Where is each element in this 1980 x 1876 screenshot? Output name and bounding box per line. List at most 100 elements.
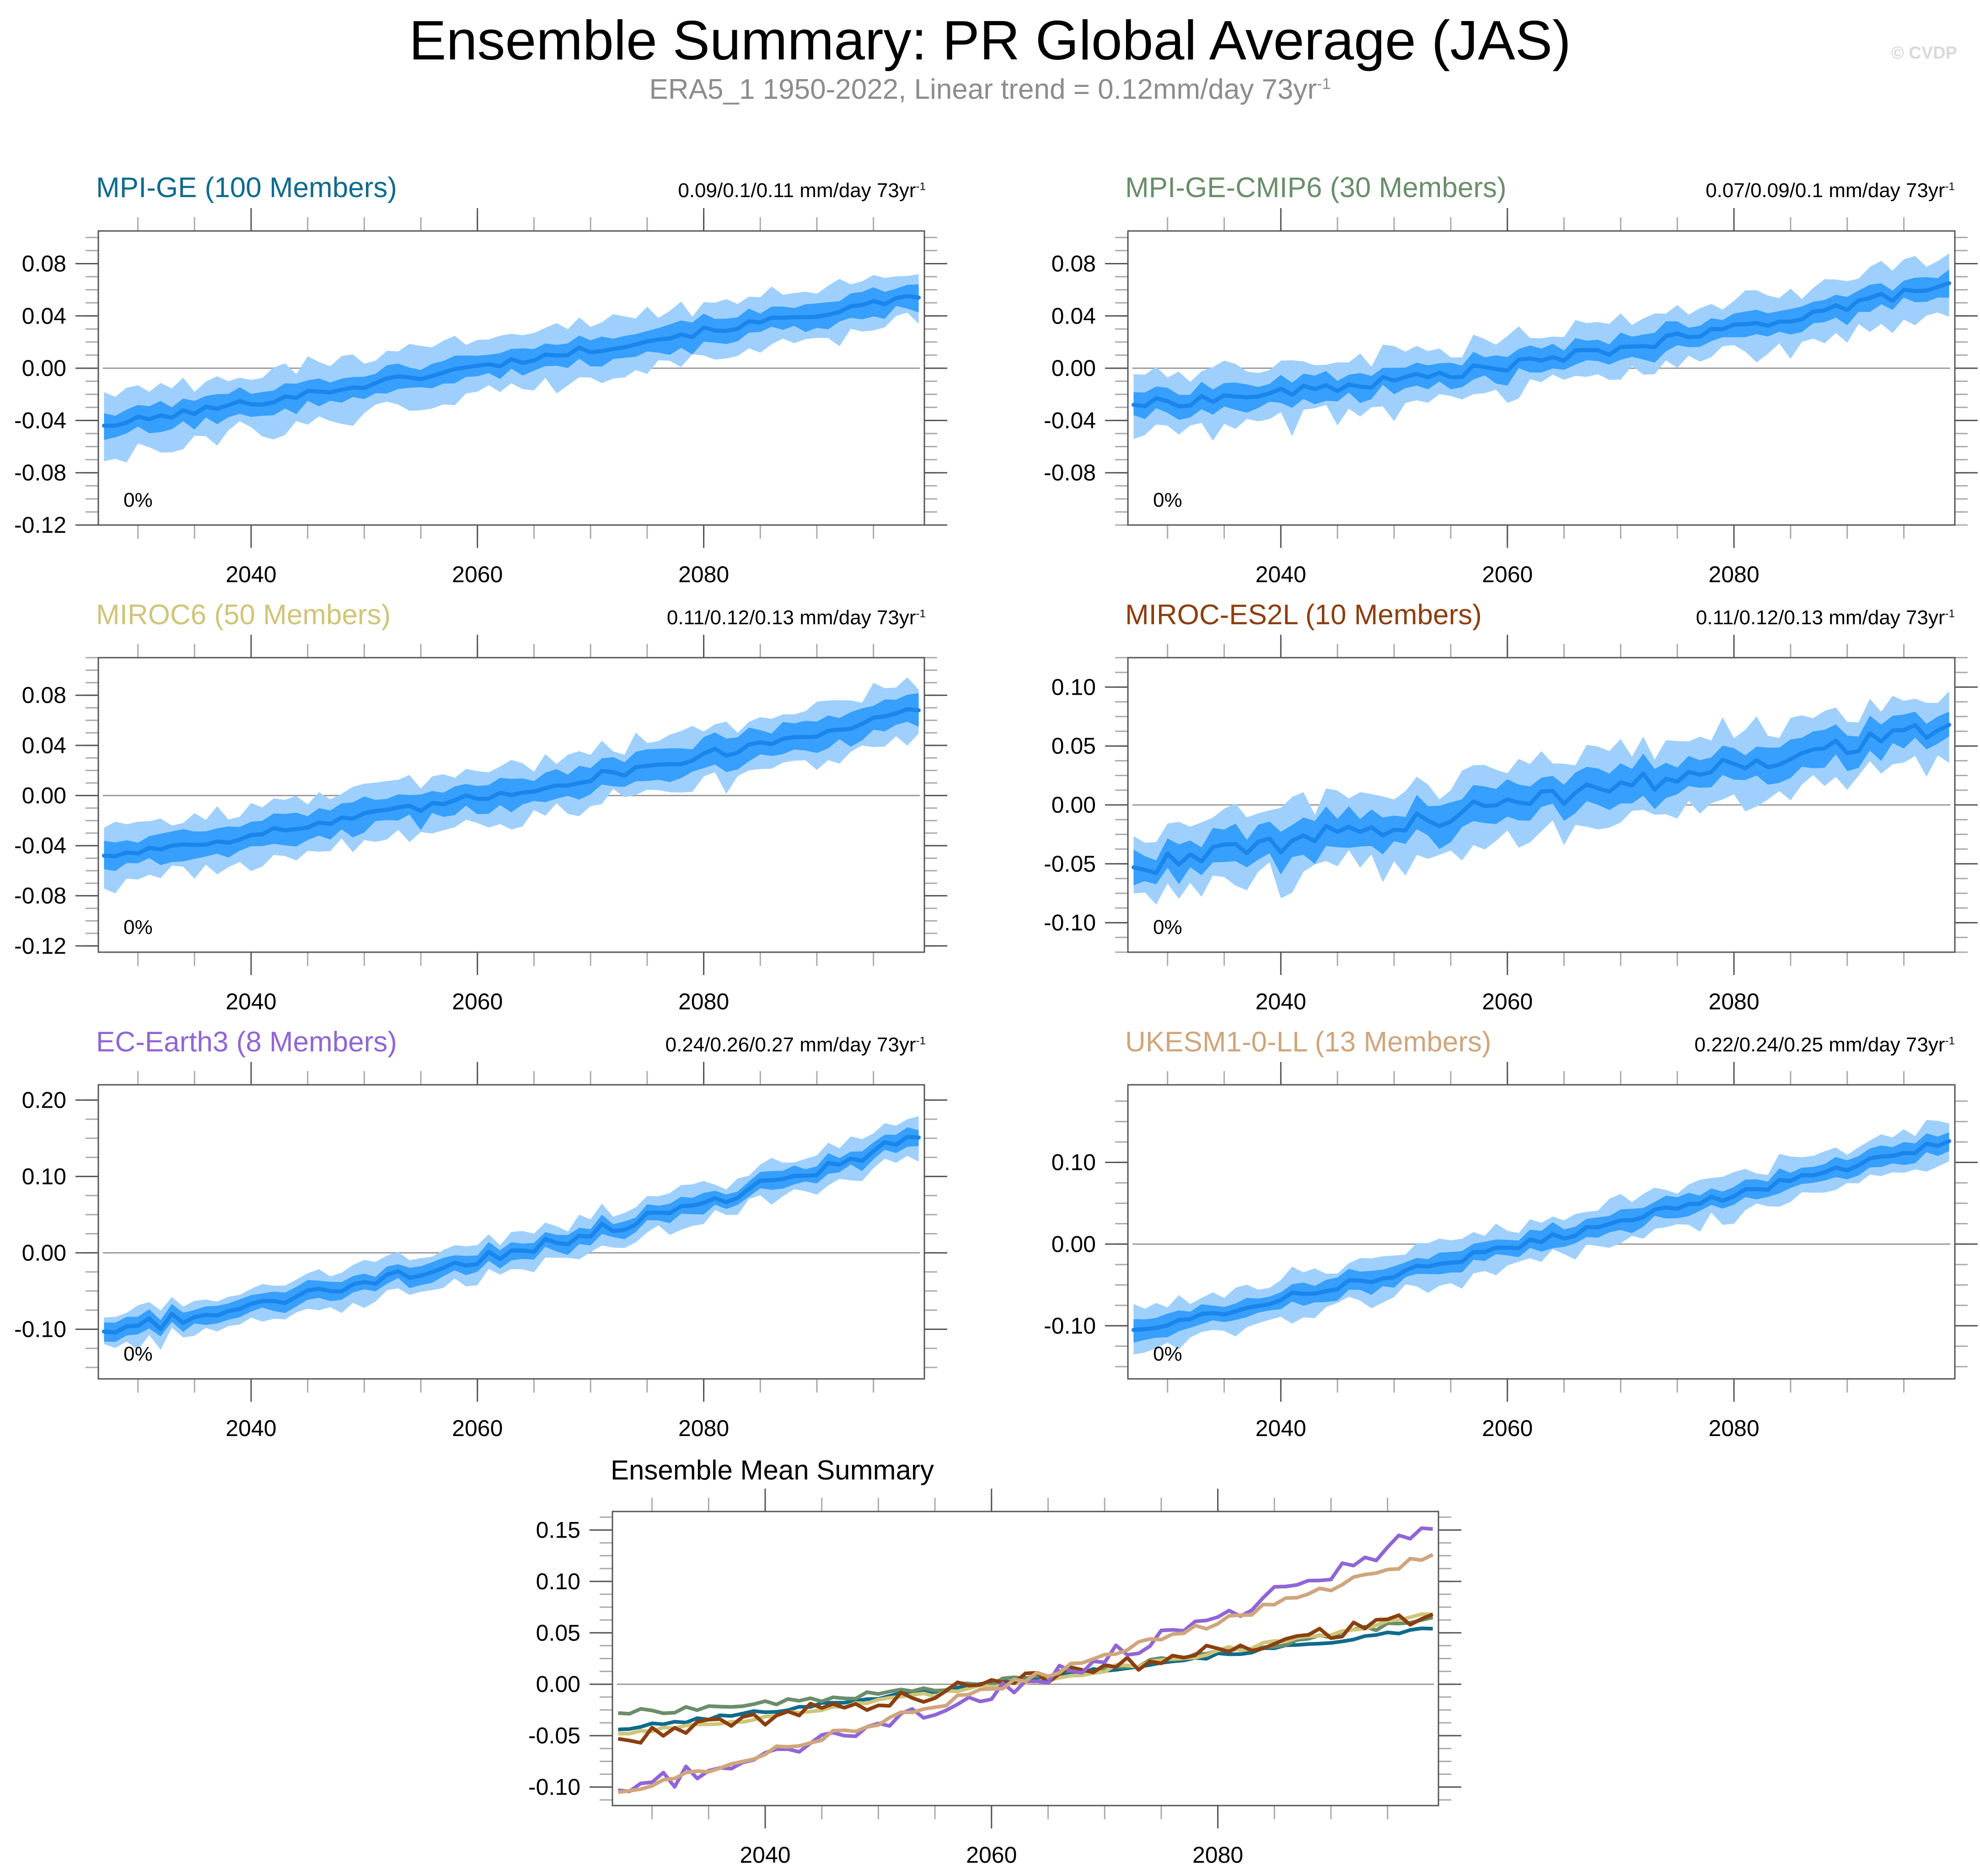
trend-superscript: -1: [1945, 1034, 1955, 1047]
plot-frame: [97, 1084, 925, 1380]
ensemble-mean-line: [102, 1135, 921, 1335]
y-tick-label: 0.15: [536, 1517, 580, 1543]
y-tick-label: -0.08: [14, 460, 66, 486]
percent-label: 0%: [1153, 916, 1182, 938]
percent-label: 0%: [1153, 1343, 1182, 1365]
plot-frame: [97, 230, 925, 526]
y-tick-label: 0.04: [22, 303, 66, 329]
y-tick-label: 0.08: [22, 682, 66, 708]
y-tick-label: 0.05: [1052, 733, 1096, 759]
x-tick-label: 2080: [678, 1415, 729, 1441]
x-tick-label: 2040: [1256, 989, 1306, 1014]
subtitle-text: ERA5_1 1950-2022, Linear trend = 0.12mm/…: [649, 74, 1317, 105]
y-tick-label: 0.10: [22, 1163, 66, 1189]
y-tick-label: 0.05: [536, 1620, 580, 1646]
x-tick-label: 2060: [1482, 989, 1533, 1014]
ensemble-mean-line: [1131, 281, 1952, 409]
page-subtitle: ERA5_1 1950-2022, Linear trend = 0.12mm/…: [0, 73, 1980, 106]
x-tick-label: 2060: [1482, 1415, 1533, 1441]
x-tick-label: 2040: [225, 989, 276, 1014]
y-tick-label: -0.10: [528, 1774, 580, 1800]
series-line-ec-earth3: [617, 1526, 1433, 1794]
y-tick-label: 0.20: [22, 1087, 66, 1113]
panel-miroc6: -0.12 -0.08 -0.04 0.00 0.04 0.08 2040 2060 2080 0…: [14, 635, 947, 1014]
panel-title-ukesm1-0-ll: UKESM1-0-LL (13 Members): [1125, 1026, 1492, 1058]
trend-label-miroc6: 0.11/0.12/0.13 mm/day 73yr-1: [667, 606, 926, 629]
y-tick-label: -0.10: [1044, 910, 1096, 936]
trend-superscript: -1: [916, 180, 926, 193]
panel-title-ec-earth3: EC-Earth3 (8 Members): [96, 1026, 397, 1058]
y-tick-label: 0.10: [1052, 674, 1096, 700]
x-tick-label: 2060: [1482, 562, 1533, 587]
x-tick-label: 2040: [1256, 562, 1306, 587]
trend-label-mpi-ge: 0.09/0.1/0.11 mm/day 73yr-1: [678, 179, 926, 202]
trend-superscript: -1: [916, 1034, 926, 1047]
y-tick-label: -0.10: [14, 1316, 66, 1342]
panel-title-mpi-ge-cmip6: MPI-GE-CMIP6 (30 Members): [1125, 172, 1507, 204]
cvdp-watermark: © CVDP: [1891, 43, 1957, 63]
y-tick-label: 0.04: [22, 733, 66, 758]
y-tick-label: 0.10: [536, 1569, 580, 1594]
panel-mpi-ge-cmip6: -0.08 -0.04 0.00 0.04 0.08 2040 2060 2080 0%: [1044, 208, 1978, 587]
panel-mpi-ge: -0.12 -0.08 -0.04 0.00 0.04 0.08 2040 2060 2080 0…: [14, 208, 947, 587]
summary-title: Ensemble Mean Summary: [611, 1455, 934, 1485]
trend-superscript: -1: [1945, 180, 1955, 193]
y-tick-label: -0.05: [1044, 851, 1096, 877]
inner-spread-band: [1133, 269, 1949, 420]
y-tick-label: 0.00: [22, 783, 66, 808]
panel-ukesm1-0-ll: -0.10 0.00 0.10 2040 2060 2080 0%: [1044, 1062, 1978, 1441]
y-tick-label: -0.08: [14, 883, 66, 909]
trend-label-ec-earth3: 0.24/0.26/0.27 mm/day 73yr-1: [665, 1034, 926, 1056]
series-line-ukesm1-0-ll: [617, 1553, 1434, 1794]
x-tick-label: 2080: [678, 989, 729, 1014]
percent-label: 0%: [123, 489, 153, 511]
ensemble-mean-line: [1131, 1139, 1952, 1332]
trend-label-ukesm1-0-ll: 0.22/0.24/0.25 mm/day 73yr-1: [1695, 1034, 1955, 1056]
inner-spread-band: [104, 1127, 919, 1342]
ensemble-mean-line: [1131, 723, 1952, 875]
inner-spread-band: [1133, 1132, 1949, 1343]
x-tick-label: 2040: [740, 1842, 790, 1868]
percent-label: 0%: [123, 916, 153, 938]
panel-title-miroc-es2l: MIROC-ES2L (10 Members): [1125, 599, 1482, 631]
trend-text: 0.09/0.1/0.11 mm/day 73yr: [678, 179, 916, 202]
plot-frame: [97, 657, 925, 953]
trend-text: 0.07/0.09/0.1 mm/day 73yr: [1706, 179, 1945, 202]
x-tick-label: 2060: [966, 1842, 1017, 1868]
y-tick-label: 0.10: [1052, 1150, 1096, 1175]
panel-title-miroc6: MIROC6 (50 Members): [96, 599, 391, 631]
plot-frame: [1127, 657, 1956, 953]
y-tick-label: -0.12: [14, 933, 66, 959]
y-tick-label: -0.04: [14, 407, 66, 433]
inner-spread-band: [1133, 712, 1949, 885]
y-tick-label: -0.12: [14, 512, 66, 538]
y-tick-label: 0.00: [22, 1240, 66, 1265]
x-tick-label: 2060: [452, 989, 503, 1014]
x-tick-label: 2080: [1708, 562, 1759, 587]
y-tick-label: 0.00: [1052, 792, 1096, 818]
y-tick-label: -0.04: [14, 833, 66, 858]
ensemble-mean-line: [102, 707, 921, 858]
y-tick-label: 0.08: [22, 251, 66, 276]
percent-label: 0%: [123, 1343, 153, 1365]
x-tick-label: 2040: [225, 562, 276, 587]
percent-label: 0%: [1153, 489, 1182, 511]
subtitle-superscript: -1: [1317, 75, 1331, 93]
x-tick-label: 2080: [1708, 989, 1759, 1014]
page-title: Ensemble Summary: PR Global Average (JAS…: [409, 9, 1571, 71]
y-tick-label: -0.04: [1044, 407, 1096, 433]
trend-text: 0.11/0.12/0.13 mm/day 73yr: [1696, 606, 1945, 629]
y-tick-label: -0.08: [1044, 460, 1096, 486]
series-line-mpi-ge-cmip6: [618, 1615, 1433, 1716]
y-tick-label: -0.10: [1044, 1313, 1096, 1339]
y-tick-label: 0.00: [22, 355, 66, 381]
x-tick-label: 2040: [1256, 1415, 1306, 1441]
x-tick-label: 2080: [1192, 1842, 1243, 1868]
x-tick-label: 2080: [678, 562, 729, 587]
plot-frame: [1127, 230, 1956, 526]
y-tick-label: 0.00: [536, 1672, 580, 1697]
x-tick-label: 2080: [1708, 1415, 1759, 1441]
trend-text: 0.11/0.12/0.13 mm/day 73yr: [666, 606, 916, 629]
inner-spread-band: [104, 284, 919, 440]
